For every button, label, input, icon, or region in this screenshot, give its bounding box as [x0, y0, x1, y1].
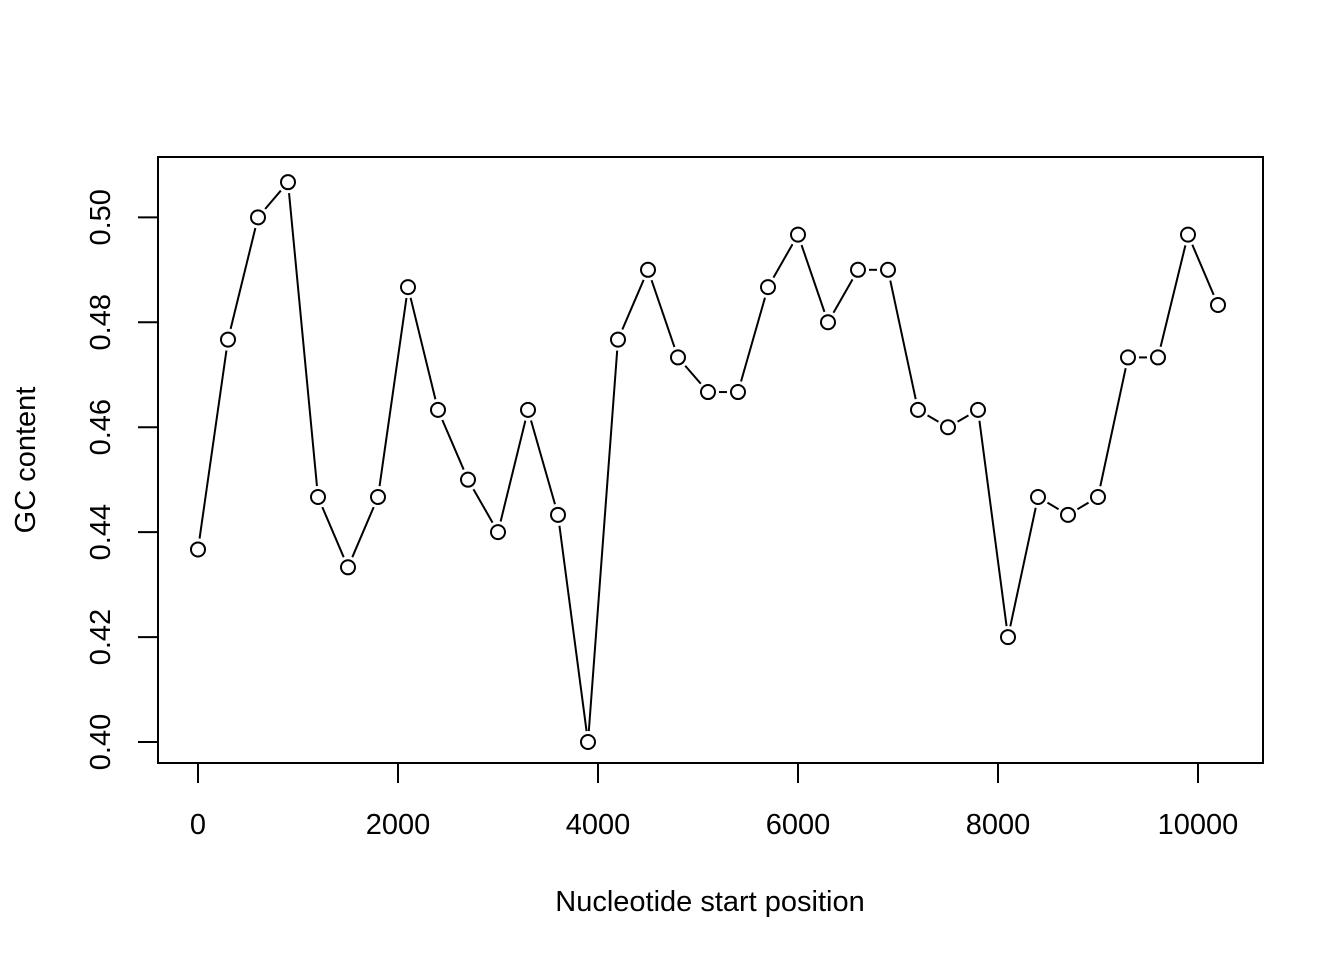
series-segment — [1009, 507, 1037, 627]
series-segment — [499, 420, 527, 522]
data-point — [1150, 349, 1166, 366]
data-point — [370, 488, 386, 505]
data-point — [280, 174, 296, 191]
series-segment — [684, 365, 702, 385]
data-point — [310, 488, 326, 505]
data-point — [1060, 506, 1076, 523]
data-point — [790, 226, 806, 243]
x-tick-label: 10000 — [1158, 809, 1239, 841]
series-segment — [264, 189, 282, 210]
x-tick-label: 6000 — [766, 809, 831, 841]
series-segment — [978, 420, 1008, 627]
series-segment — [800, 244, 826, 313]
y-tick-label: 0.40 — [85, 714, 117, 770]
series-segment — [441, 419, 465, 470]
data-point — [760, 279, 776, 296]
y-tick-label: 0.48 — [85, 294, 117, 350]
data-point — [820, 314, 836, 331]
y-tick-label: 0.50 — [85, 189, 117, 245]
series-segment — [558, 525, 588, 732]
x-tick-label: 4000 — [566, 809, 631, 841]
data-point — [430, 401, 446, 418]
series-segment — [772, 243, 794, 279]
series-segment — [889, 280, 917, 400]
series-segment — [321, 506, 345, 558]
x-tick-label: 2000 — [366, 809, 431, 841]
data-point — [970, 401, 986, 418]
data-point — [850, 261, 866, 278]
series-segment — [650, 279, 676, 348]
series-segment — [957, 414, 969, 423]
series-segment — [1191, 244, 1215, 296]
data-point — [250, 209, 266, 226]
series-segment — [229, 227, 257, 330]
data-point — [1120, 349, 1136, 366]
y-tick-label: 0.44 — [85, 504, 117, 560]
series-segment — [1076, 501, 1090, 511]
x-axis: 0 2000 4000 6000 8000 10000 — [190, 762, 1239, 841]
series-segment — [927, 414, 939, 423]
data-point — [1000, 629, 1016, 646]
series-segment — [409, 297, 437, 400]
series-segment — [288, 193, 318, 487]
y-tick-label: 0.42 — [85, 609, 117, 665]
series-segment — [621, 279, 645, 330]
series-segment — [530, 420, 556, 505]
y-tick-label: 0.46 — [85, 399, 117, 455]
data-point — [1210, 296, 1226, 313]
data-point — [550, 506, 566, 523]
data-point — [610, 331, 626, 348]
data-point — [880, 261, 896, 278]
data-point — [1180, 226, 1196, 243]
data-point — [220, 331, 236, 348]
data-point — [730, 384, 746, 401]
plot-frame — [157, 156, 1264, 764]
series-segment — [740, 297, 766, 382]
y-axis-title: GC content — [10, 387, 42, 534]
series-segment — [1046, 501, 1060, 511]
data-point — [340, 559, 356, 576]
data-point — [910, 401, 926, 418]
series-segment — [1159, 245, 1187, 347]
series-segment — [472, 488, 494, 524]
data-point — [520, 401, 536, 418]
series-segment — [1099, 367, 1127, 487]
data-point — [940, 419, 956, 436]
series-segment — [832, 278, 854, 314]
data-point — [400, 279, 416, 296]
data-point — [490, 524, 506, 541]
data-point — [460, 471, 476, 488]
x-tick-label: 8000 — [966, 809, 1031, 841]
data-point — [190, 541, 206, 558]
series-layer — [190, 174, 1226, 751]
data-point — [640, 261, 656, 278]
data-point — [670, 349, 686, 366]
data-point — [1030, 488, 1046, 505]
y-axis: 0.40 0.42 0.44 0.46 0.48 0.50 — [85, 189, 159, 770]
data-point — [580, 734, 596, 751]
x-axis-title: Nucleotide start position — [555, 886, 865, 918]
series-segment — [378, 297, 408, 487]
series-segment — [351, 506, 375, 558]
series-segment — [198, 350, 228, 539]
x-tick-label: 0 — [190, 809, 206, 841]
data-point — [700, 384, 716, 401]
series-segment — [587, 350, 619, 732]
data-point — [1090, 488, 1106, 505]
